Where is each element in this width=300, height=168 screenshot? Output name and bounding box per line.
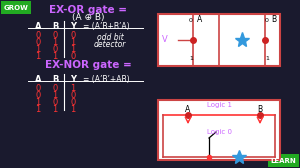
Text: 1: 1	[70, 105, 76, 114]
Text: B: B	[257, 106, 262, 115]
Text: odd bit: odd bit	[97, 33, 123, 42]
Text: A: A	[35, 75, 41, 84]
Text: 1: 1	[70, 84, 76, 93]
Text: = (A’B+B’A): = (A’B+B’A)	[83, 22, 130, 31]
Text: 0: 0	[70, 31, 76, 40]
Text: 0: 0	[70, 52, 76, 61]
Text: LEARN: LEARN	[270, 158, 296, 164]
Text: EX-NOR gate =: EX-NOR gate =	[45, 60, 131, 70]
FancyBboxPatch shape	[158, 100, 280, 160]
Text: 0: 0	[52, 45, 58, 54]
Text: B: B	[52, 22, 58, 31]
Text: (A ⊕ B): (A ⊕ B)	[72, 13, 104, 22]
Text: Y: Y	[70, 22, 76, 31]
Text: detector: detector	[94, 40, 126, 49]
FancyBboxPatch shape	[268, 154, 299, 167]
Text: 1: 1	[35, 105, 41, 114]
Text: A: A	[185, 106, 190, 115]
Text: 1: 1	[52, 52, 58, 61]
Text: 0: 0	[35, 31, 41, 40]
Text: 0: 0	[70, 98, 76, 107]
Text: 0: 0	[35, 84, 41, 93]
Text: Y: Y	[70, 75, 76, 84]
Text: 0: 0	[52, 31, 58, 40]
Text: EX-OR gate =: EX-OR gate =	[49, 5, 127, 15]
Text: 1: 1	[52, 91, 58, 100]
Text: 1: 1	[265, 55, 269, 60]
Text: 1: 1	[70, 38, 76, 47]
Text: 0: 0	[52, 98, 58, 107]
Text: Logic 0: Logic 0	[206, 129, 232, 135]
Text: B: B	[271, 15, 276, 25]
Text: GROW: GROW	[4, 6, 29, 11]
Text: 0: 0	[52, 84, 58, 93]
Text: 1: 1	[189, 55, 193, 60]
Text: 0: 0	[35, 91, 41, 100]
FancyBboxPatch shape	[158, 14, 280, 66]
Text: B: B	[52, 75, 58, 84]
Text: Logic 1: Logic 1	[206, 102, 232, 108]
Text: = (A’B’+AB): = (A’B’+AB)	[83, 75, 130, 84]
Text: V: V	[162, 35, 168, 45]
Text: 1: 1	[35, 45, 41, 54]
Text: 1: 1	[35, 52, 41, 61]
Text: 0: 0	[265, 18, 269, 24]
Text: A: A	[35, 22, 41, 31]
Text: 0: 0	[189, 18, 193, 24]
Text: 1: 1	[52, 38, 58, 47]
Text: 0: 0	[70, 91, 76, 100]
FancyBboxPatch shape	[1, 1, 31, 14]
Text: 1: 1	[35, 98, 41, 107]
Text: 0: 0	[35, 38, 41, 47]
Text: A: A	[197, 15, 202, 25]
Text: 1: 1	[70, 45, 76, 54]
Text: 1: 1	[52, 105, 58, 114]
